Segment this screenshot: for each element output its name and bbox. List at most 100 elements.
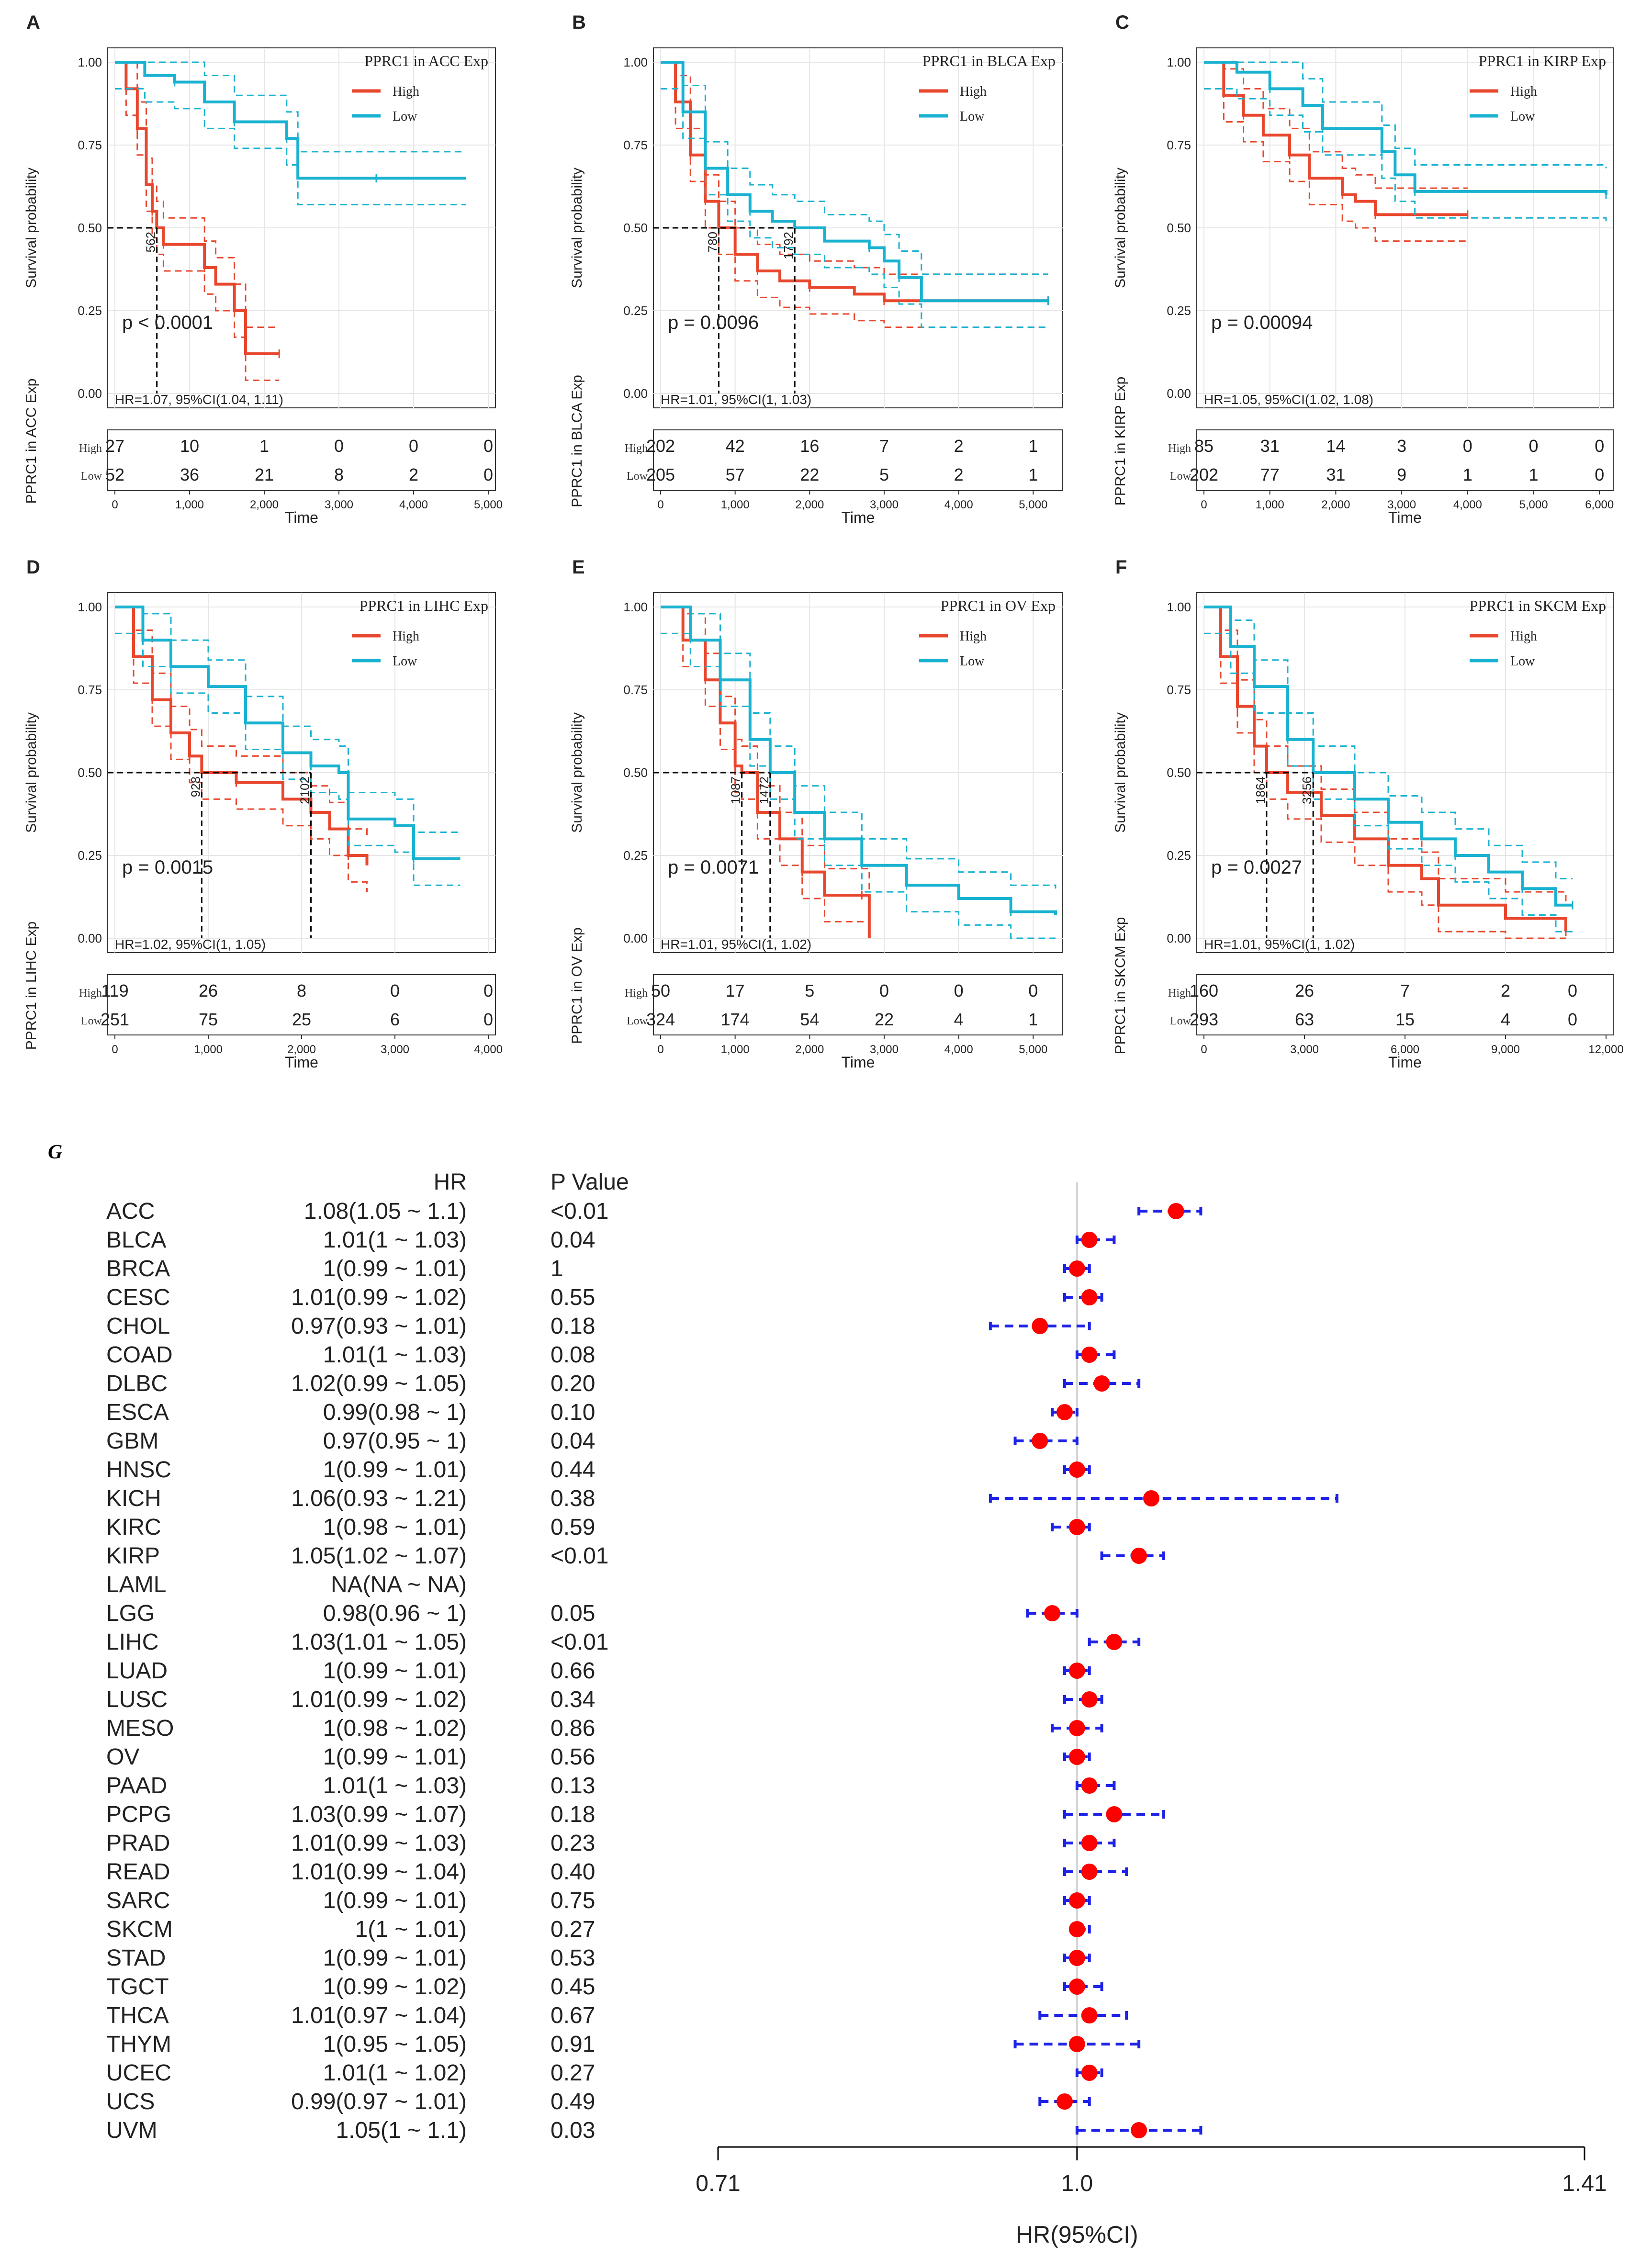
legend-high-label: High bbox=[393, 84, 419, 99]
risk-count-high: 16 bbox=[800, 436, 819, 456]
x-tick-label: 0 bbox=[1201, 1043, 1207, 1056]
risk-table-frame bbox=[107, 429, 496, 491]
risk-count-high: 0 bbox=[1595, 436, 1604, 456]
risk-count-low: 2 bbox=[409, 465, 418, 484]
p-value: 0.23 bbox=[551, 1831, 595, 1856]
x-tick-label: 1,000 bbox=[721, 1043, 750, 1056]
p-value: 0.10 bbox=[551, 1400, 595, 1425]
x-tick-label: 6,000 bbox=[1391, 1043, 1419, 1056]
cancer-label: OV bbox=[106, 1744, 139, 1770]
hr-value: 0.97(0.95 ~ 1) bbox=[323, 1428, 467, 1454]
hr-value: 1.03(0.99 ~ 1.07) bbox=[291, 1802, 467, 1827]
high-ci-lower bbox=[1204, 632, 1566, 939]
risk-count-high: 27 bbox=[105, 436, 124, 456]
forest-row-lgg: LGG 0.98(0.96 ~ 1) 0.05 bbox=[106, 1601, 1079, 1626]
hr-value: 1(0.99 ~ 1.01) bbox=[323, 1945, 467, 1971]
median-label: 928 bbox=[188, 776, 202, 797]
low-ci-lower bbox=[115, 88, 466, 206]
risk-row-label: High bbox=[625, 442, 648, 455]
hr-point bbox=[1068, 1921, 1085, 1937]
hr-point bbox=[1068, 1663, 1085, 1679]
cancer-label: ACC bbox=[106, 1199, 155, 1224]
hr-value: 1(0.99 ~ 1.01) bbox=[323, 1457, 467, 1483]
panel-letter-g: G bbox=[48, 1141, 62, 1163]
risk-count-low: 0 bbox=[1595, 465, 1604, 484]
risk-count-high: 0 bbox=[1568, 981, 1577, 1000]
cancer-label: READ bbox=[106, 1859, 170, 1885]
hr-point bbox=[1056, 1404, 1073, 1420]
low-ci-upper bbox=[1204, 61, 1607, 169]
risk-count-high: 42 bbox=[726, 436, 745, 456]
x-tick-label: 9,000 bbox=[1491, 1043, 1520, 1056]
cancer-label: BRCA bbox=[106, 1256, 170, 1281]
risk-count-high: 119 bbox=[101, 981, 128, 1000]
risk-count-low: 1 bbox=[1028, 465, 1038, 484]
risk-count-low: 4 bbox=[1501, 1010, 1510, 1029]
hr-value: 0.98(0.96 ~ 1) bbox=[323, 1601, 467, 1626]
km-panel-f: F 0.00 0.25 0.50 0.75 1.00 Survival probabilit… bbox=[1113, 557, 1624, 1071]
x-tick-label: 2,000 bbox=[250, 498, 279, 511]
risk-count-low: 4 bbox=[954, 1010, 964, 1029]
forest-x-axis-title: HR(95%CI) bbox=[1016, 2221, 1138, 2248]
x-tick-label: 2,000 bbox=[795, 498, 824, 511]
risk-row-label: High bbox=[625, 987, 648, 1000]
cancer-label: DLBC bbox=[106, 1371, 168, 1396]
forest-row-luad: LUAD 1(0.99 ~ 1.01) 0.66 bbox=[106, 1658, 1091, 1684]
hazard-ratio: HR=1.07, 95%CI(1.04, 1.11) bbox=[115, 392, 283, 407]
km-panel-c: C 0.00 0.25 0.50 0.75 1.00 Survival probabilit… bbox=[1113, 12, 1614, 526]
hr-value: NA(NA ~ NA) bbox=[331, 1572, 467, 1597]
p-value: <0.01 bbox=[551, 1630, 608, 1655]
risk-row-label: High bbox=[1168, 442, 1191, 455]
panel-title: PPRC1 in BLCA Exp bbox=[922, 52, 1056, 69]
risk-count-high: 0 bbox=[879, 981, 889, 1000]
legend-high-label: High bbox=[960, 629, 987, 644]
hazard-ratio: HR=1.01, 95%CI(1, 1.03) bbox=[661, 392, 811, 407]
hr-value: 1(0.95 ~ 1.05) bbox=[323, 2032, 467, 2057]
hr-value: 1(0.98 ~ 1.01) bbox=[323, 1515, 467, 1540]
legend-low-label: Low bbox=[393, 109, 417, 124]
hazard-ratio: HR=1.01, 95%CI(1, 1.02) bbox=[661, 937, 811, 952]
risk-row-label: High bbox=[79, 442, 102, 455]
p-value: 0.34 bbox=[551, 1687, 595, 1712]
cancer-label: PAAD bbox=[106, 1773, 167, 1798]
forest-row-kich: KICH 1.06(0.93 ~ 1.21) 0.38 bbox=[106, 1486, 1338, 1511]
risk-count-high: 202 bbox=[646, 436, 675, 456]
km-panel-e: E 0.00 0.25 0.50 0.75 1.00 Survival probabilit… bbox=[569, 557, 1063, 1071]
forest-row-dlbc: DLBC 1.02(0.99 ~ 1.05) 0.20 bbox=[106, 1371, 1141, 1396]
legend-low-label: Low bbox=[393, 654, 417, 669]
p-value: 0.55 bbox=[551, 1285, 595, 1310]
risk-count-low: 293 bbox=[1190, 1010, 1218, 1029]
y-tick-label: 0.50 bbox=[1167, 221, 1191, 235]
panel-letter: D bbox=[26, 557, 40, 578]
x-tick-label: 5,000 bbox=[1019, 498, 1047, 511]
cancer-label: PCPG bbox=[106, 1802, 171, 1827]
high-survival-curve bbox=[1204, 61, 1468, 216]
km-panel-a: A 0.00 0.25 0.50 0.75 1.00 Survival probabilit… bbox=[23, 12, 503, 526]
risk-count-low: 63 bbox=[1295, 1010, 1314, 1029]
p-value: 0.27 bbox=[551, 2060, 595, 2086]
median-label: 1472 bbox=[757, 776, 771, 804]
y-tick-label: 1.00 bbox=[78, 600, 102, 614]
panel-title: PPRC1 in LIHC Exp bbox=[360, 597, 488, 614]
p-value: 0.03 bbox=[551, 2118, 595, 2143]
y-tick-label: 1.00 bbox=[1167, 55, 1191, 69]
low-ci-lower bbox=[1204, 88, 1607, 222]
hr-value: 1.05(1 ~ 1.1) bbox=[336, 2118, 467, 2143]
p-value: 0.49 bbox=[551, 2089, 595, 2114]
risk-count-high: 3 bbox=[1397, 436, 1406, 456]
cancer-label: THCA bbox=[106, 2003, 169, 2028]
median-label: 1864 bbox=[1253, 776, 1268, 804]
column-header-p: P Value bbox=[551, 1169, 629, 1195]
risk-table-title: PPRC1 in ACC Exp bbox=[23, 379, 39, 504]
risk-count-high: 17 bbox=[726, 981, 745, 1000]
cancer-label: UVM bbox=[106, 2118, 157, 2143]
forest-row-chol: CHOL 0.97(0.93 ~ 1.01) 0.18 bbox=[106, 1314, 1091, 1339]
cancer-label: LUSC bbox=[106, 1687, 168, 1712]
hr-point bbox=[1081, 2065, 1098, 2081]
y-axis-title: Survival probability bbox=[1113, 168, 1128, 288]
hr-point bbox=[1168, 1203, 1184, 1219]
panel-letter: A bbox=[26, 12, 40, 33]
forest-row-brca: BRCA 1(0.99 ~ 1.01) 1 bbox=[106, 1256, 1091, 1281]
hr-point bbox=[1068, 1519, 1085, 1535]
risk-count-high: 2 bbox=[954, 436, 964, 456]
